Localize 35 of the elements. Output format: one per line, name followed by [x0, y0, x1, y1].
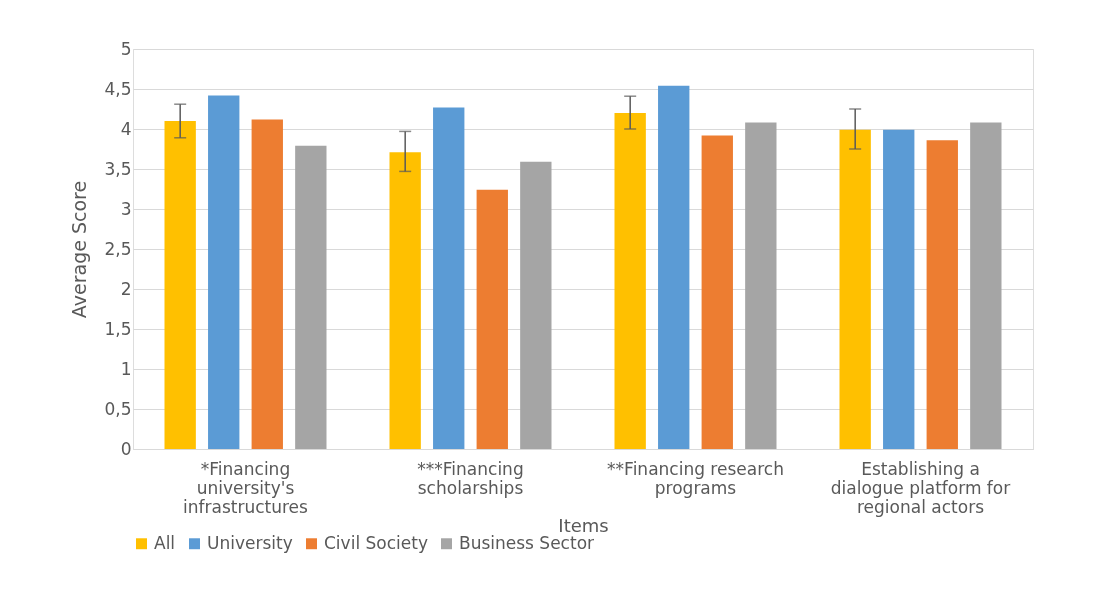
y-tick-label: 5: [120, 38, 132, 59]
y-tick-label: 2: [120, 278, 132, 299]
bar: [614, 113, 646, 449]
bar: [883, 129, 915, 449]
bar: [295, 145, 327, 449]
y-tick-label: 1,5: [104, 318, 132, 339]
y-tick-label: 4,5: [104, 78, 132, 99]
y-tick-label: 4: [120, 118, 132, 139]
bar: [701, 135, 733, 449]
legend-label: University: [207, 532, 293, 553]
bar: [839, 129, 871, 449]
bar: [208, 95, 240, 449]
y-tick-label: 1: [120, 358, 132, 379]
bar: [164, 121, 196, 449]
bar: [926, 140, 958, 449]
bar: [970, 122, 1002, 449]
y-axis-title: Average Score: [68, 180, 91, 319]
y-tick-label: 0: [120, 438, 132, 459]
x-tick-label: Establishing a dialogue platform for regional actors: [830, 458, 1011, 517]
legend-label: All: [154, 532, 176, 553]
bar: [658, 85, 690, 449]
y-tick-label: 2,5: [104, 238, 132, 259]
x-tick-label: *Financing university's infrastructures: [183, 458, 309, 517]
bar: [476, 189, 508, 449]
y-tick-label: 3,5: [104, 158, 132, 179]
bar: [520, 161, 552, 449]
y-tick-label: 3: [120, 198, 132, 219]
bar: [251, 119, 283, 449]
bar: [433, 107, 465, 449]
x-tick-label: ***Financing scholarships: [417, 458, 524, 498]
legend-label: Civil Society: [324, 532, 428, 553]
x-tick-label: **Financing research programs: [607, 458, 784, 498]
y-tick-label: 0,5: [104, 398, 132, 419]
bar: [745, 122, 777, 449]
bar: [389, 152, 421, 449]
